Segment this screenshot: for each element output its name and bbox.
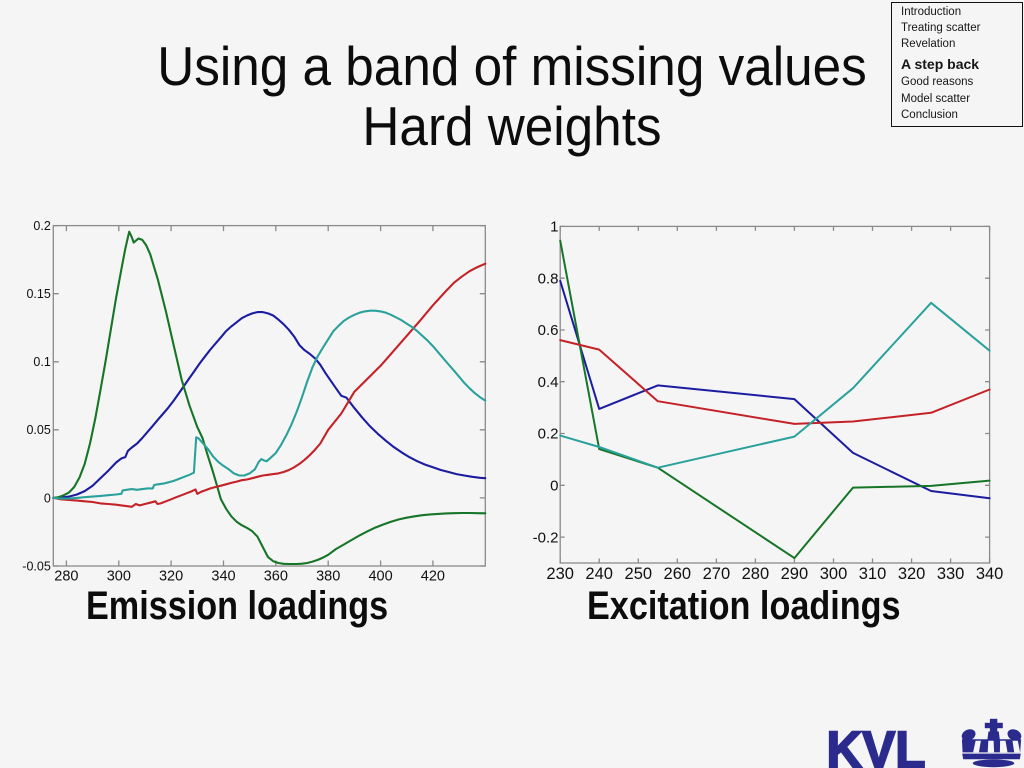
- svg-text:380: 380: [316, 569, 340, 585]
- svg-text:0.15: 0.15: [26, 287, 50, 301]
- svg-text:0: 0: [44, 491, 51, 505]
- svg-text:290: 290: [781, 565, 809, 583]
- svg-text:400: 400: [368, 569, 392, 585]
- svg-text:280: 280: [54, 569, 78, 585]
- svg-text:320: 320: [159, 569, 183, 585]
- svg-text:260: 260: [664, 565, 692, 583]
- svg-text:280: 280: [742, 565, 770, 583]
- svg-text:420: 420: [421, 569, 445, 585]
- svg-text:230: 230: [546, 565, 574, 583]
- svg-text:1: 1: [550, 219, 558, 236]
- svg-text:330: 330: [937, 565, 965, 583]
- svg-text:300: 300: [107, 569, 131, 585]
- svg-text:0.1: 0.1: [33, 355, 50, 369]
- svg-text:0.05: 0.05: [26, 423, 50, 437]
- svg-text:340: 340: [211, 569, 235, 585]
- svg-text:-0.05: -0.05: [22, 559, 51, 573]
- svg-text:0.8: 0.8: [538, 270, 559, 287]
- svg-text:0: 0: [550, 478, 558, 495]
- svg-text:KVL: KVL: [827, 722, 926, 768]
- svg-text:320: 320: [898, 565, 926, 583]
- svg-text:0.2: 0.2: [538, 426, 559, 443]
- svg-text:250: 250: [625, 565, 653, 583]
- svg-text:340: 340: [976, 565, 1004, 583]
- svg-text:310: 310: [859, 565, 887, 583]
- svg-text:0.6: 0.6: [538, 322, 559, 339]
- svg-text:360: 360: [264, 569, 288, 585]
- svg-text:240: 240: [585, 565, 613, 583]
- svg-text:0.4: 0.4: [538, 374, 559, 391]
- svg-text:-0.2: -0.2: [533, 529, 559, 546]
- svg-text:270: 270: [703, 565, 731, 583]
- svg-text:300: 300: [820, 565, 848, 583]
- svg-text:0.2: 0.2: [33, 219, 50, 233]
